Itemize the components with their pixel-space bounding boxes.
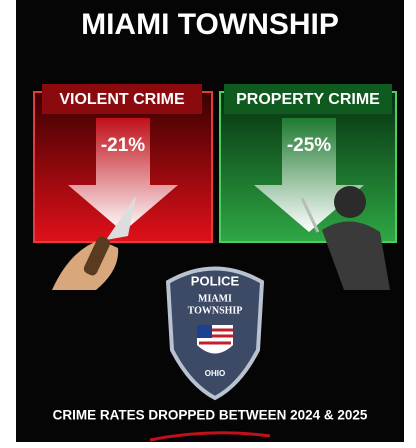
violent-change: -21% [101, 135, 145, 156]
police-badge: POLICE MIAMI TOWNSHIP OHIO [165, 266, 265, 401]
burglar [300, 186, 390, 290]
footer: CRIME RATES DROPPED BETWEEN 2024 & 2025 [53, 408, 368, 423]
violent-label-box [42, 84, 202, 114]
badge-name2: TOWNSHIP [188, 305, 243, 316]
property-label-box [224, 84, 392, 114]
badge-name: MIAMI [198, 293, 232, 304]
property-change: -25% [287, 135, 331, 156]
footer-swoosh [149, 431, 271, 442]
badge-top: POLICE [191, 273, 240, 288]
badge-state: OHIO [205, 369, 225, 378]
property-label: PROPERTY CRIME [236, 91, 380, 108]
title: MIAMI TOWNSHIP [81, 8, 339, 41]
violent-label: VIOLENT CRIME [59, 91, 185, 108]
knife-hand [52, 196, 136, 290]
violent-arrow [68, 118, 178, 232]
